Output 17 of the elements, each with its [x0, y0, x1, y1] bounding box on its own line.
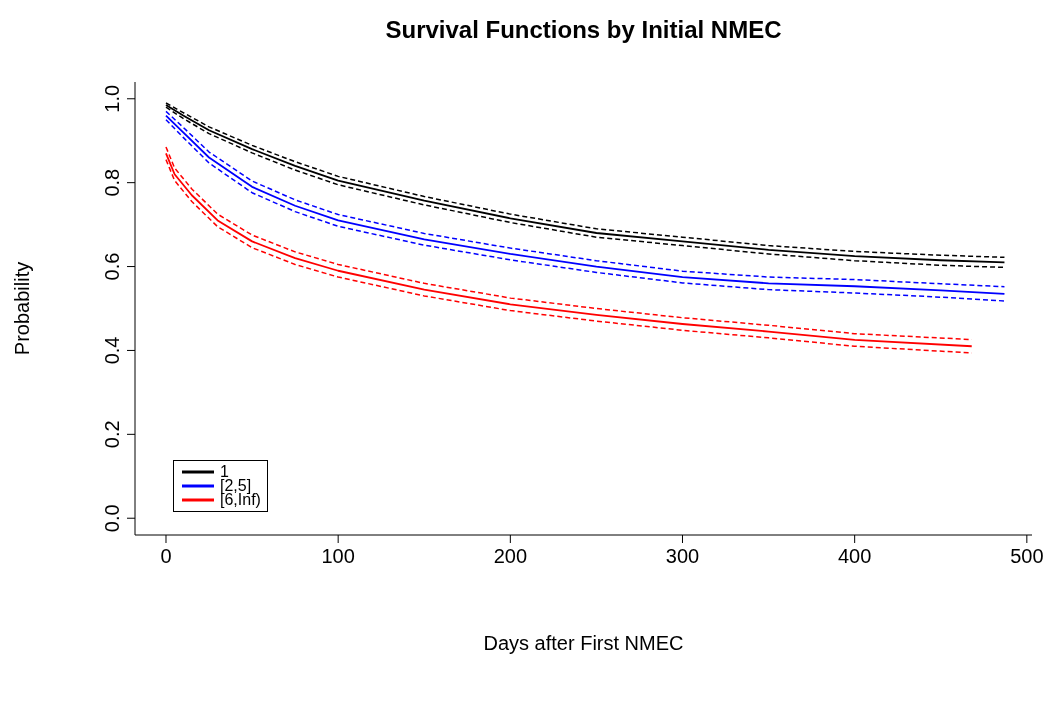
x-axis-title: Days after First NMEC — [483, 632, 684, 654]
x-tick-label: 0 — [160, 545, 172, 568]
x-tick-label: 500 — [1010, 545, 1044, 568]
x-tick-label: 300 — [665, 545, 700, 568]
legend-label: 1 — [220, 463, 229, 480]
y-tick-label: 1.0 — [101, 84, 123, 113]
y-tick-label: 0.8 — [101, 168, 123, 197]
y-tick-label: 0.0 — [101, 504, 123, 533]
x-tick-label: 200 — [493, 545, 528, 568]
y-tick-label: 0.6 — [101, 252, 123, 281]
legend-label: [2,5] — [220, 477, 252, 494]
chart-title: Survival Functions by Initial NMEC — [384, 16, 783, 44]
y-tick-label: 0.2 — [101, 420, 123, 449]
y-axis-title: Probability — [11, 261, 34, 356]
x-tick-label: 100 — [321, 545, 355, 568]
y-tick-label: 0.4 — [101, 336, 123, 365]
x-tick-label: 400 — [837, 545, 872, 568]
